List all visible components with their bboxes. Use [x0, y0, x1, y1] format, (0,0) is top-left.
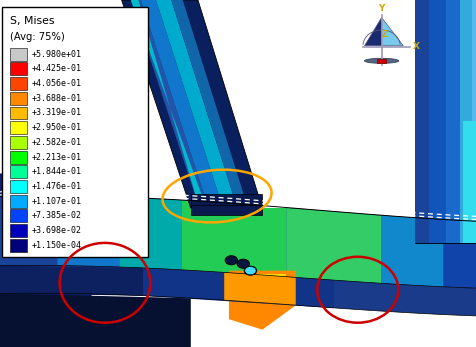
Polygon shape	[0, 266, 143, 296]
Text: +3.688e-01: +3.688e-01	[32, 94, 82, 103]
Text: +4.425e-01: +4.425e-01	[32, 65, 82, 74]
Polygon shape	[140, 0, 222, 208]
Polygon shape	[445, 0, 459, 243]
Bar	[10, 136, 27, 149]
Text: Y: Y	[377, 4, 384, 13]
Polygon shape	[57, 196, 119, 267]
Polygon shape	[171, 0, 248, 208]
Polygon shape	[414, 0, 476, 243]
Polygon shape	[130, 0, 206, 208]
Polygon shape	[0, 196, 57, 266]
Bar	[10, 209, 27, 222]
Polygon shape	[190, 194, 262, 215]
Text: S, Mises: S, Mises	[10, 16, 54, 26]
Polygon shape	[143, 268, 333, 308]
Ellipse shape	[364, 58, 398, 63]
Bar	[10, 165, 27, 178]
Polygon shape	[414, 0, 428, 243]
Text: (Avg: 75%): (Avg: 75%)	[10, 32, 65, 42]
Bar	[10, 92, 27, 105]
Bar	[10, 151, 27, 163]
Text: +3.319e-01: +3.319e-01	[32, 109, 82, 118]
Text: +2.582e-01: +2.582e-01	[32, 138, 82, 147]
Polygon shape	[248, 274, 286, 298]
Circle shape	[244, 266, 256, 275]
Polygon shape	[198, 0, 419, 208]
Polygon shape	[119, 197, 181, 270]
Text: +1.476e-01: +1.476e-01	[32, 182, 82, 191]
Polygon shape	[428, 0, 445, 243]
Circle shape	[244, 266, 256, 275]
Bar	[10, 77, 27, 90]
Bar	[10, 121, 27, 134]
Circle shape	[225, 256, 237, 265]
Text: X: X	[412, 42, 419, 51]
Polygon shape	[381, 18, 403, 46]
FancyBboxPatch shape	[2, 7, 148, 257]
Text: +1.150e-04: +1.150e-04	[32, 241, 82, 250]
Polygon shape	[286, 208, 381, 283]
Polygon shape	[459, 0, 471, 243]
Text: +2.950e-01: +2.950e-01	[32, 123, 82, 132]
Polygon shape	[443, 220, 476, 288]
Text: +1.107e-01: +1.107e-01	[32, 197, 82, 206]
Polygon shape	[224, 272, 295, 305]
Text: +3.698e-02: +3.698e-02	[32, 226, 82, 235]
Polygon shape	[0, 294, 190, 347]
Polygon shape	[364, 18, 381, 46]
Bar	[10, 195, 27, 208]
Polygon shape	[156, 0, 237, 208]
Polygon shape	[471, 0, 476, 243]
Polygon shape	[381, 215, 443, 287]
Bar	[10, 62, 27, 75]
Polygon shape	[0, 174, 95, 347]
Bar	[10, 239, 27, 252]
Bar	[10, 180, 27, 193]
Text: +2.213e-01: +2.213e-01	[32, 153, 82, 162]
Bar	[10, 224, 27, 237]
Polygon shape	[181, 200, 286, 277]
Polygon shape	[228, 271, 295, 330]
Bar	[10, 48, 27, 61]
Polygon shape	[0, 265, 476, 316]
Bar	[377, 59, 385, 62]
Polygon shape	[130, 0, 208, 208]
Text: +4.056e-01: +4.056e-01	[32, 79, 82, 88]
Polygon shape	[0, 0, 121, 156]
Polygon shape	[121, 0, 262, 208]
Text: +7.385e-02: +7.385e-02	[32, 211, 82, 220]
Polygon shape	[0, 196, 476, 288]
Text: Z: Z	[380, 30, 386, 39]
Bar	[10, 107, 27, 119]
Text: +1.844e-01: +1.844e-01	[32, 167, 82, 176]
Polygon shape	[462, 121, 476, 243]
Circle shape	[237, 259, 249, 268]
Text: +5.980e+01: +5.980e+01	[32, 50, 82, 59]
